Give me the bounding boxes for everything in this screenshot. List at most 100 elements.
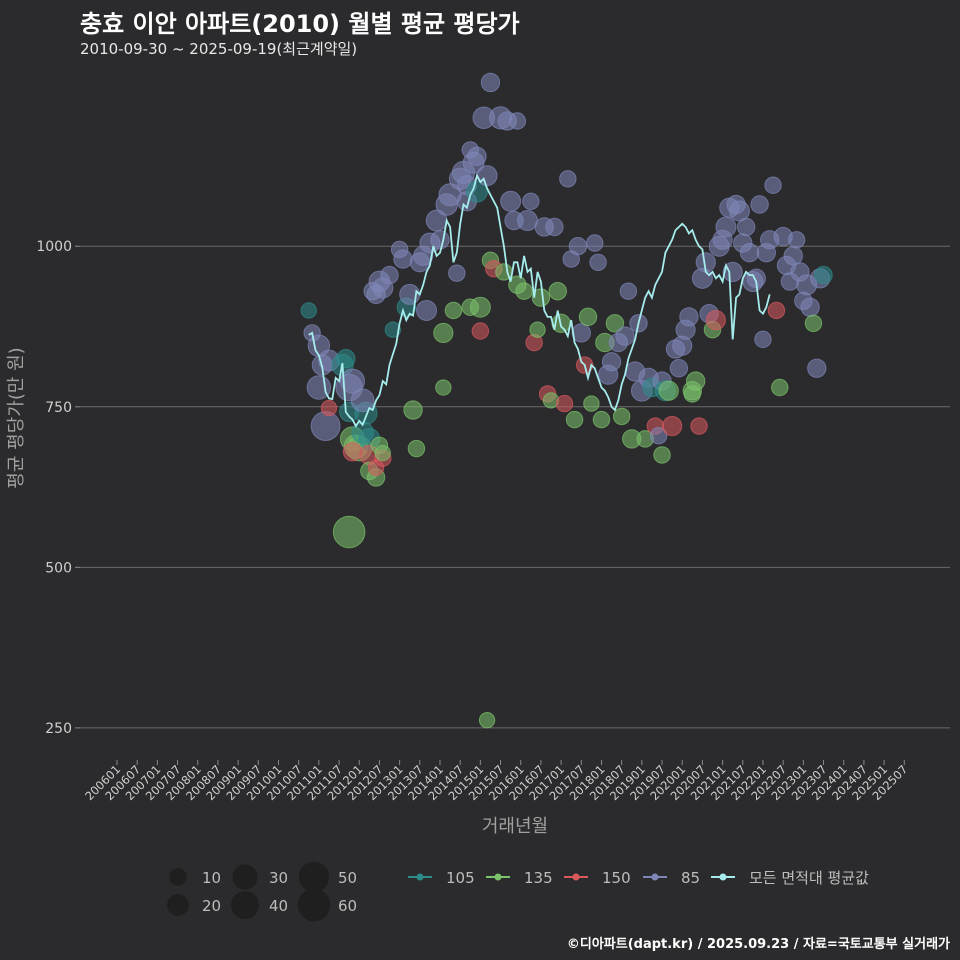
y-tick-label: 1000: [36, 239, 72, 255]
average-line-group: [308, 173, 771, 428]
point-135: [332, 515, 366, 549]
point-105: [814, 265, 833, 285]
chart-caption: ©디아파트(dapt.kr) / 2025.09.23 / 자료=국토교통부 실…: [566, 937, 950, 952]
point-135: [478, 712, 496, 729]
point-85: [615, 326, 635, 346]
point-85: [380, 265, 399, 285]
chart-subtitle: 2010-09-30 ~ 2025-09-19(최근계약일): [80, 40, 358, 58]
point-85: [480, 72, 501, 93]
point-135: [374, 444, 391, 462]
point-85: [516, 210, 538, 232]
legend-dot-150: [572, 873, 580, 881]
average-line: [308, 173, 771, 428]
point-150: [662, 415, 683, 437]
point-150: [471, 322, 490, 340]
point-85: [545, 217, 564, 237]
legend-dot-85: [651, 873, 659, 881]
size-legend-label: 60: [338, 897, 357, 915]
size-legend-circle: [298, 861, 330, 893]
point-150: [320, 399, 338, 417]
point-150: [555, 394, 574, 413]
x-axis-label: 거래년월: [482, 816, 548, 837]
point-105: [336, 348, 356, 369]
legend-dot-avg: [719, 873, 727, 881]
point-85: [649, 426, 668, 445]
point-135: [583, 395, 600, 412]
point-135: [686, 371, 706, 391]
size-legend-circle: [297, 888, 331, 922]
point-85: [736, 217, 756, 237]
point-135: [469, 296, 491, 318]
chart-title: 충효 이안 아파트(2010) 월별 평균 평당가: [80, 10, 520, 38]
point-105: [466, 180, 488, 203]
point-85: [722, 261, 743, 283]
point-135: [435, 379, 452, 396]
point-85: [669, 359, 689, 378]
legend-dot-105: [416, 873, 424, 881]
point-85: [339, 368, 366, 394]
point-85: [764, 176, 782, 194]
point-135: [529, 321, 546, 338]
y-tick-label: 500: [45, 560, 72, 576]
point-85: [467, 146, 487, 167]
legend-label-avg: 모든 면적대 평균값: [749, 869, 869, 887]
point-150: [342, 442, 363, 462]
point-85: [586, 234, 604, 252]
legend-label-150: 150: [602, 869, 631, 887]
point-135: [658, 380, 679, 401]
point-85: [589, 253, 607, 272]
point-105: [300, 302, 317, 319]
point-150: [767, 301, 786, 320]
point-85: [619, 282, 638, 300]
size-legend-circle: [231, 891, 259, 919]
point-85: [787, 231, 806, 249]
point-135: [771, 378, 789, 397]
point-135: [612, 407, 631, 426]
point-135: [515, 282, 533, 300]
point-85: [807, 358, 827, 378]
point-150: [705, 309, 726, 331]
point-85: [800, 297, 820, 317]
y-axis-label: 평균 평당가(만 원): [6, 347, 27, 488]
point-135: [804, 314, 823, 333]
y-tick-label: 750: [45, 400, 72, 416]
point-85: [568, 237, 588, 256]
size-legend-label: 50: [338, 869, 357, 887]
y-tick-label: 250: [45, 721, 72, 737]
point-85: [393, 249, 413, 269]
point-85: [500, 190, 522, 212]
point-135: [548, 281, 567, 301]
point-85: [679, 307, 699, 327]
point-135: [605, 314, 625, 333]
point-135: [592, 410, 611, 429]
point-85: [350, 388, 375, 413]
legend-label-85: 85: [681, 869, 700, 887]
point-85: [508, 112, 527, 130]
point-85: [310, 411, 341, 441]
size-legend-circle: [167, 894, 189, 916]
point-135: [407, 439, 426, 458]
point-105: [384, 321, 402, 338]
point-135: [433, 322, 454, 344]
point-150: [690, 417, 708, 435]
scatter-points: [300, 72, 833, 729]
point-85: [601, 352, 622, 372]
point-135: [403, 400, 423, 420]
point-85: [416, 299, 438, 321]
point-85: [448, 264, 466, 282]
size-legend-label: 30: [269, 869, 288, 887]
point-85: [522, 192, 540, 211]
point-85: [715, 216, 737, 238]
legend-label-135: 135: [524, 869, 553, 887]
size-legend-circle: [169, 868, 187, 886]
legend-dot-135: [494, 873, 502, 881]
point-85: [571, 323, 591, 343]
size-legend-label: 10: [202, 869, 221, 887]
point-135: [653, 446, 671, 464]
point-85: [754, 330, 772, 349]
point-85: [750, 195, 769, 214]
x-axis-ticks: 2006012006072007012007072008012008072009…: [82, 760, 910, 803]
point-85: [559, 170, 577, 188]
